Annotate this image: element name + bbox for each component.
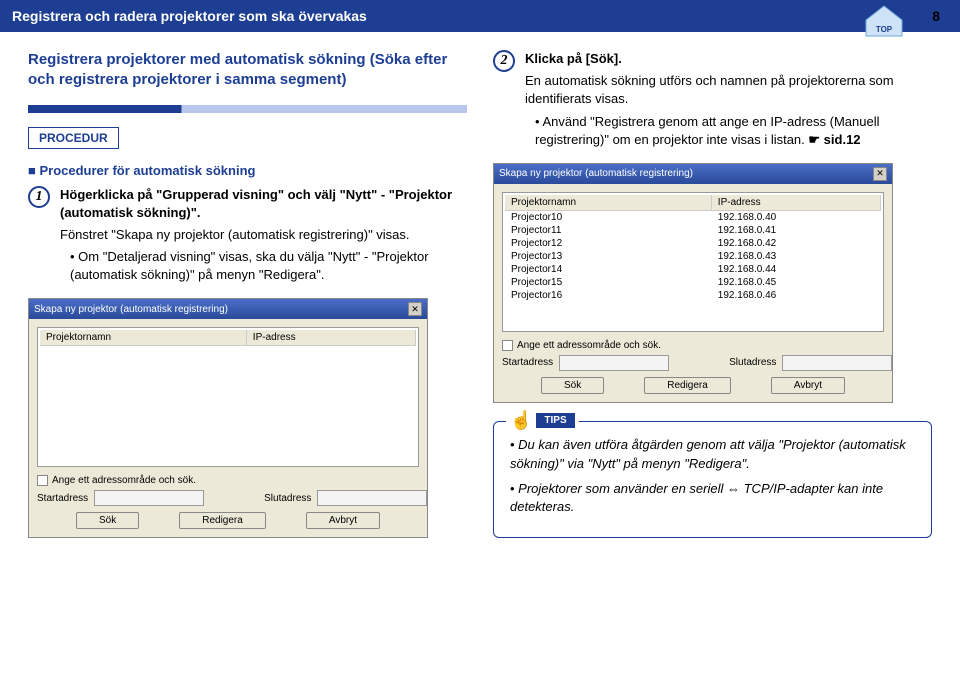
right-column: 2 Klicka på [Sök]. En automatisk sökning… [493, 50, 932, 538]
page-number: 8 [932, 8, 940, 24]
step-1-line2: Fönstret "Skapa ny projektor (automatisk… [60, 226, 467, 244]
tips-body: Du kan även utföra åtgärden genom att vä… [510, 436, 915, 517]
step-number-2: 2 [493, 50, 515, 72]
cancel-button[interactable]: Avbryt [306, 512, 380, 529]
step-2-body: Klicka på [Sök]. En automatisk sökning u… [525, 50, 932, 153]
close-icon[interactable]: ✕ [408, 302, 422, 316]
tips-label: TIPS [536, 413, 574, 428]
col-name: Projektornamn [40, 330, 247, 345]
address-row: Startadress Slutadress [37, 490, 419, 506]
step-2-bullet: Använd "Registrera genom att ange en IP-… [525, 113, 932, 149]
step-1: 1 Högerklicka på "Grupperad visning" och… [28, 186, 467, 289]
col-name: Projektornamn [505, 195, 712, 210]
svg-text:TOP: TOP [876, 25, 893, 34]
step-2-line2: En automatisk sökning utförs och namnen … [525, 72, 932, 108]
list-header: Projektornamn IP-adress [505, 195, 881, 211]
tips-icon: ☝ [510, 410, 532, 431]
checkbox-label: Ange ett adressområde och sök. [517, 340, 661, 351]
cancel-button[interactable]: Avbryt [771, 377, 845, 394]
content-area: Registrera projektorer med automatisk sö… [0, 32, 960, 538]
table-row[interactable]: Projector11192.168.0.41 [505, 224, 881, 237]
page-header: Registrera och radera projektorer som sk… [0, 0, 960, 32]
search-button[interactable]: Sök [76, 512, 139, 529]
step-1-bullet: Om "Detaljerad visning" visas, ska du vä… [60, 248, 467, 284]
step-1-line1: Högerklicka på "Grupperad visning" och v… [60, 186, 467, 222]
table-row[interactable]: Projector16192.168.0.46 [505, 289, 881, 302]
section-heading: Procedurer för automatisk sökning [28, 163, 467, 178]
end-label: Slutadress [264, 493, 311, 504]
step-number-1: 1 [28, 186, 50, 208]
checkbox-row: Ange ett adressområde och sök. [37, 475, 419, 486]
close-icon[interactable]: ✕ [873, 167, 887, 181]
left-column: Registrera projektorer med automatisk sö… [28, 50, 467, 538]
tips-line2: Projektorer som använder en seriell ⇔ TC… [510, 480, 915, 518]
checkbox-label: Ange ett adressområde och sök. [52, 475, 196, 486]
dialog-left-titlebar: Skapa ny projektor (automatisk registrer… [29, 299, 427, 319]
search-button[interactable]: Sök [541, 377, 604, 394]
table-row[interactable]: Projector14192.168.0.44 [505, 263, 881, 276]
start-address-input[interactable] [559, 355, 669, 371]
step-1-body: Högerklicka på "Grupperad visning" och v… [60, 186, 467, 289]
dialog-right: Skapa ny projektor (automatisk registrer… [493, 163, 893, 403]
table-row[interactable]: Projector12192.168.0.42 [505, 237, 881, 250]
edit-button[interactable]: Redigera [644, 377, 731, 394]
end-address-input[interactable] [782, 355, 892, 371]
checkbox-icon[interactable] [37, 475, 48, 486]
end-label: Slutadress [729, 357, 776, 368]
table-row[interactable]: Projector13192.168.0.43 [505, 250, 881, 263]
tips-line2-a: Projektorer som använder en seriell [518, 481, 727, 496]
dialog-right-titlebar: Skapa ny projektor (automatisk registrer… [494, 164, 892, 184]
step-2: 2 Klicka på [Sök]. En automatisk sökning… [493, 50, 932, 153]
list-header: Projektornamn IP-adress [40, 330, 416, 346]
start-label: Startadress [37, 493, 88, 504]
col-ip: IP-adress [712, 195, 881, 210]
checkbox-icon[interactable] [502, 340, 513, 351]
button-row: Sök Redigera Avbryt [37, 512, 419, 529]
col-ip: IP-adress [247, 330, 416, 345]
dialog-left: Skapa ny projektor (automatisk registrer… [28, 298, 428, 538]
tips-line1: Du kan även utföra åtgärden genom att vä… [510, 436, 915, 474]
arrow-icon: ⇔ [727, 481, 740, 496]
step-2-line1: Klicka på [Sök]. [525, 50, 932, 68]
checkbox-row: Ange ett adressområde och sök. [502, 340, 884, 351]
subtitle: Registrera projektorer med automatisk sö… [28, 50, 467, 91]
header-title: Registrera och radera projektorer som sk… [12, 8, 367, 24]
tips-badge: ☝ TIPS [506, 410, 579, 431]
list-rows: Projector10192.168.0.40Projector11192.16… [505, 211, 881, 302]
procedure-label: PROCEDUR [28, 127, 119, 149]
start-address-input[interactable] [94, 490, 204, 506]
dialog-left-title: Skapa ny projektor (automatisk registrer… [34, 304, 228, 315]
edit-button[interactable]: Redigera [179, 512, 266, 529]
page-ref[interactable]: sid.12 [808, 132, 860, 147]
dialog-right-body: Projektornamn IP-adress Projector10192.1… [494, 184, 892, 402]
dialog-left-list: Projektornamn IP-adress [37, 327, 419, 467]
top-badge-icon: TOP [862, 2, 906, 40]
button-row: Sök Redigera Avbryt [502, 377, 884, 394]
dialog-right-title: Skapa ny projektor (automatisk registrer… [499, 168, 693, 179]
dialog-right-list: Projektornamn IP-adress Projector10192.1… [502, 192, 884, 332]
address-row: Startadress Slutadress [502, 355, 884, 371]
table-row[interactable]: Projector15192.168.0.45 [505, 276, 881, 289]
dialog-left-body: Projektornamn IP-adress Ange ett adresso… [29, 319, 427, 537]
divider [28, 105, 467, 113]
end-address-input[interactable] [317, 490, 427, 506]
start-label: Startadress [502, 357, 553, 368]
tips-box: ☝ TIPS Du kan även utföra åtgärden genom… [493, 421, 932, 538]
table-row[interactable]: Projector10192.168.0.40 [505, 211, 881, 224]
